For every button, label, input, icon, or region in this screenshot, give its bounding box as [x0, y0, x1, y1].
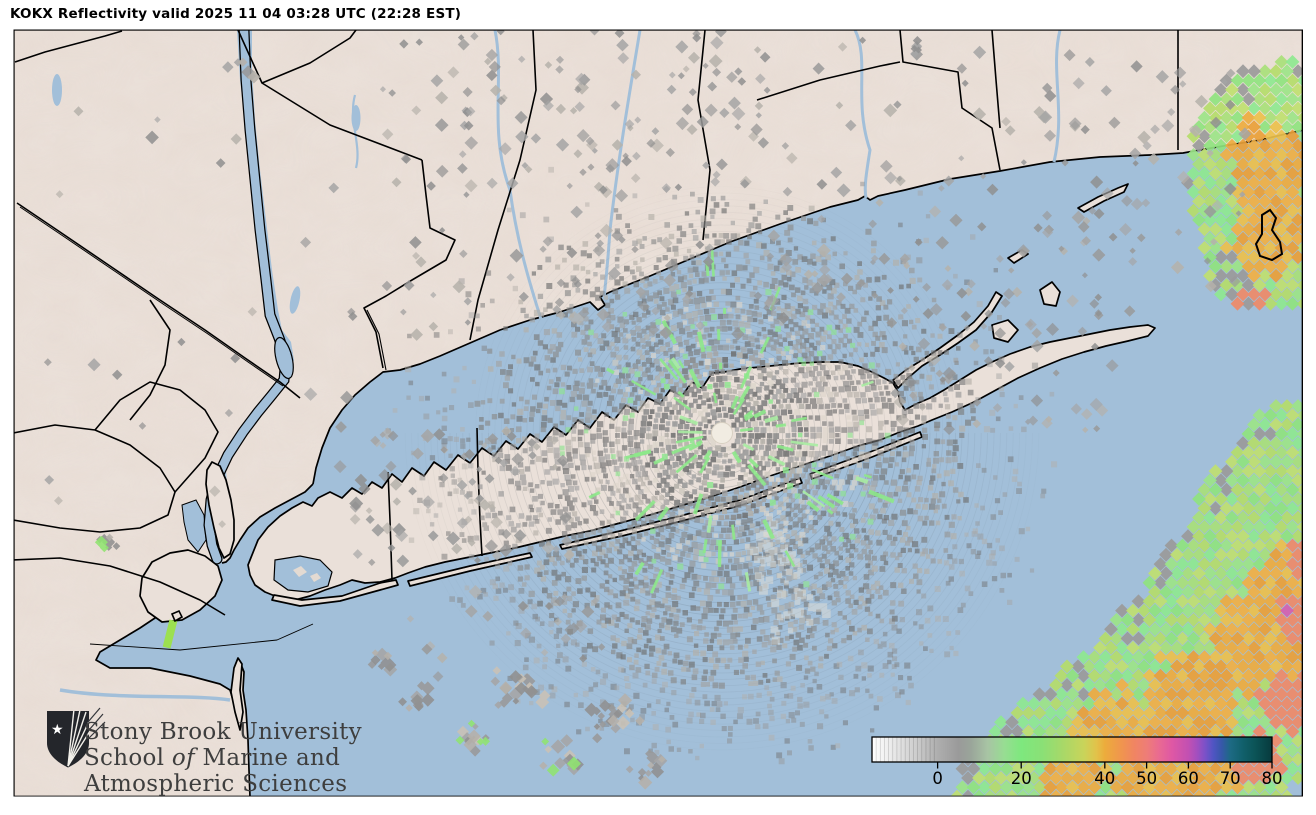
radar-clutter-field — [385, 166, 1058, 765]
coastlines — [89, 129, 1303, 797]
colorbar-gradient — [872, 737, 1272, 762]
colorbar-tick-label: 0 — [932, 769, 943, 788]
colorbar-discrete-steps — [875, 737, 935, 762]
colorbar: 0 20 40 50 60 70 80 — [871, 736, 1283, 788]
colorbar-tick-label: 40 — [1094, 769, 1115, 788]
colorbar-tick-label: 60 — [1178, 769, 1199, 788]
sbu-logo: ★ — [47, 707, 106, 768]
jamaica-bay — [273, 555, 333, 593]
colorbar-tick-label: 80 — [1262, 769, 1283, 788]
page-title: KOKX Reflectivity valid 2025 11 04 03:28… — [10, 6, 462, 22]
map-frame — [13, 29, 1303, 797]
colorbar-ticks: 0 20 40 50 60 70 80 — [932, 762, 1283, 788]
radar-site-dot — [711, 422, 733, 444]
colorbar-tick-label: 50 — [1136, 769, 1157, 788]
colorbar-tick-label: 70 — [1220, 769, 1241, 788]
shield-icon: ★ — [47, 707, 106, 768]
block-island-outline — [1254, 208, 1284, 262]
colorbar-tick-label: 20 — [1011, 769, 1032, 788]
shield-star-icon: ★ — [51, 722, 64, 738]
state-county-borders — [13, 29, 1179, 616]
precipitation-echoes — [950, 55, 1303, 797]
ship-echo — [162, 609, 184, 649]
